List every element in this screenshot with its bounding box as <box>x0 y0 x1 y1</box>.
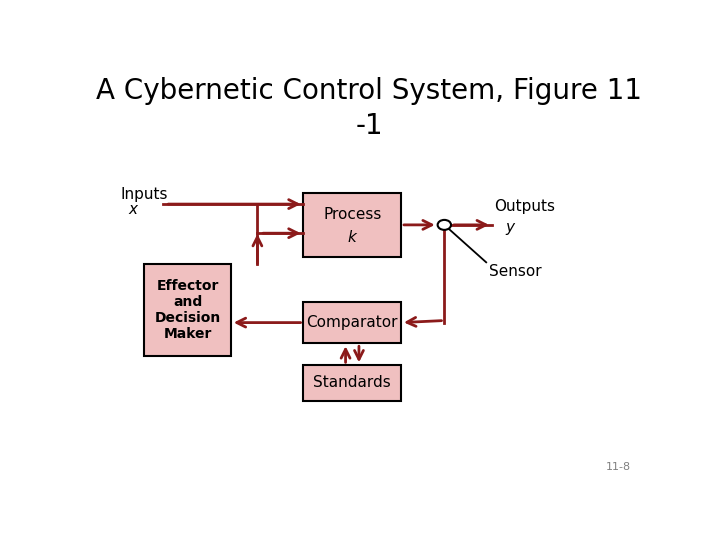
Circle shape <box>438 220 451 230</box>
FancyBboxPatch shape <box>145 265 231 356</box>
Text: Sensor: Sensor <box>489 265 541 279</box>
Text: Effector
and
Decision
Maker: Effector and Decision Maker <box>155 279 221 341</box>
Text: y: y <box>505 220 515 235</box>
Text: Inputs: Inputs <box>121 187 168 202</box>
Text: Outputs: Outputs <box>495 199 556 214</box>
Text: 11-8: 11-8 <box>606 462 631 472</box>
Text: x: x <box>128 202 137 218</box>
Text: A Cybernetic Control System, Figure 11
-1: A Cybernetic Control System, Figure 11 -… <box>96 77 642 140</box>
Text: k: k <box>348 230 356 245</box>
FancyBboxPatch shape <box>303 365 401 401</box>
FancyBboxPatch shape <box>303 302 401 343</box>
FancyBboxPatch shape <box>303 193 401 257</box>
Text: Standards: Standards <box>313 375 391 390</box>
Text: Process: Process <box>323 207 382 222</box>
Text: Comparator: Comparator <box>307 315 398 330</box>
